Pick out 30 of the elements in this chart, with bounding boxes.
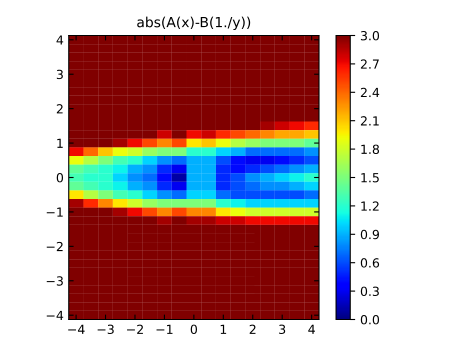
color-bar-label: 1.2: [361, 201, 379, 211]
color-bar-label: 3.0: [360, 30, 380, 40]
color-bar-label: 0.3: [360, 286, 379, 296]
x-tick-label: −2: [127, 324, 143, 334]
color-bar-label: 2.1: [360, 116, 379, 126]
x-tick-label: −1: [156, 324, 172, 334]
y-tick-label: −4: [46, 310, 64, 320]
x-tick-label: 2: [250, 324, 256, 334]
x-tick-label: 3: [279, 324, 286, 334]
color-bar-label: 2.4: [360, 88, 380, 98]
x-tick-label: −4: [68, 324, 85, 334]
y-tick-label: 4: [56, 35, 64, 45]
x-tick-label: 0: [190, 324, 198, 334]
color-bar-label: 1.8: [361, 144, 380, 154]
y-tick-label: −1: [46, 208, 63, 217]
color-bar-label: 1.5: [361, 173, 379, 182]
color-bar-label: 0.0: [360, 314, 380, 324]
x-tick-label: 4: [308, 324, 315, 334]
x-tick-label: 1: [220, 324, 226, 334]
color-bar-label: 0.9: [360, 230, 379, 240]
y-tick-label: 2: [56, 104, 63, 114]
y-tick-label: 3: [56, 70, 63, 80]
x-tick-label: −3: [98, 324, 114, 334]
chart-title: abs(A(x)-B(1./y)): [137, 16, 250, 30]
y-tick-label: 0: [56, 172, 64, 182]
y-tick-label: −2: [46, 242, 63, 252]
color-bar-label: 0.6: [360, 258, 380, 268]
y-tick-label: 1: [57, 138, 63, 148]
color-bar-label: 2.7: [360, 59, 379, 69]
y-tick-label: −3: [46, 276, 63, 286]
